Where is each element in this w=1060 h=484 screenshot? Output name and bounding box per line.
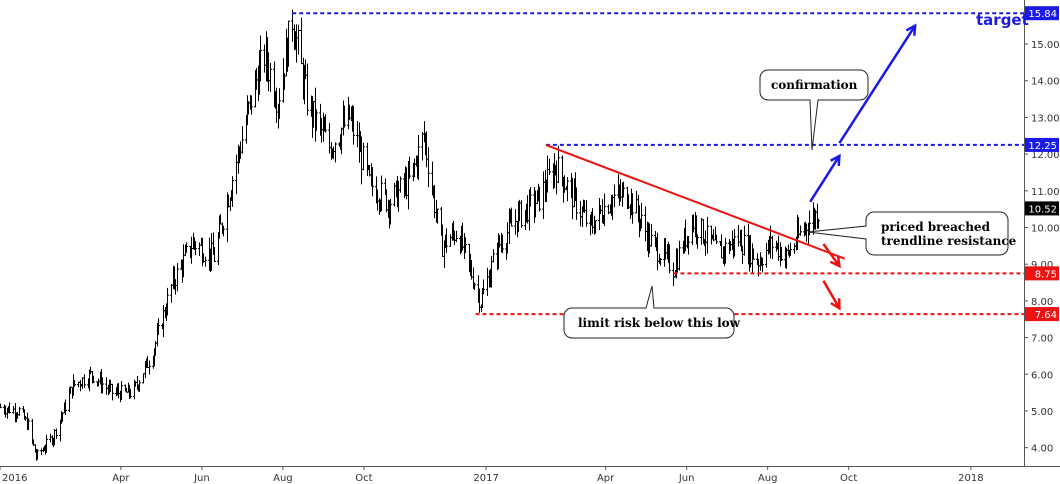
confirmation-text: confirmation	[771, 78, 858, 92]
level-label-bg	[1025, 307, 1059, 322]
level-label: 7.64	[1035, 310, 1057, 321]
x-tick-label: Apr	[597, 473, 615, 484]
annotation-lines	[292, 12, 1024, 316]
y-tick-label: 10.00	[1031, 223, 1060, 234]
x-tick-label: 2017	[473, 473, 498, 484]
y-tick-label: 9.00	[1031, 260, 1053, 271]
y-tick-label: 15.00	[1031, 40, 1060, 51]
breach-text-line1: priced breached	[881, 220, 991, 234]
y-tick-label: 5.00	[1031, 407, 1053, 418]
last-price-bg	[1025, 201, 1059, 216]
x-tick-label: Jun	[678, 473, 695, 484]
level-label-bg	[1025, 6, 1059, 21]
y-tick-label: 12.00	[1031, 150, 1060, 161]
y-axis: 4.005.006.007.008.009.0010.0011.0012.001…	[1024, 40, 1060, 455]
projection-arrow	[822, 280, 841, 309]
breach-callout: priced breached trendline resistance	[807, 211, 1017, 256]
projection-arrow	[809, 155, 841, 203]
y-tick-label: 14.00	[1031, 77, 1060, 88]
y-tick-label: 13.00	[1031, 113, 1060, 124]
confirmation-callout: confirmation	[759, 69, 869, 151]
level-label: 15.84	[1028, 9, 1057, 20]
plot-frame	[0, 0, 1060, 467]
level-label: 12.25	[1028, 141, 1057, 152]
level-label-bg	[1025, 266, 1059, 281]
last-price-label: 10.52	[1028, 204, 1057, 215]
x-tick-label: Oct	[355, 473, 372, 484]
projection-arrowhead	[905, 23, 917, 36]
level-label: 8.75	[1035, 269, 1057, 280]
projection-arrow	[822, 243, 841, 267]
x-tick-label: Oct	[840, 473, 857, 484]
x-axis: 2016 Apr Jun Aug Oct 2017 Apr Jun Aug Oct 2018	[0, 466, 984, 484]
projection-arrowhead	[829, 255, 841, 269]
y-tick-label: 11.00	[1031, 187, 1060, 198]
risk-callout: limit risk below this low	[563, 285, 741, 339]
x-tick-label: Jun	[193, 473, 210, 484]
x-tick-label: Aug	[758, 473, 778, 484]
y-tick-label: 7.00	[1031, 334, 1053, 345]
x-tick-label: 2018	[958, 473, 983, 484]
projection-arrowhead	[830, 153, 841, 167]
target-label: target	[976, 11, 1029, 29]
projection-arrow	[838, 25, 917, 144]
y-tick-label: 8.00	[1031, 297, 1053, 308]
breach-text-line2: trendline resistance	[881, 234, 1017, 248]
level-labels: 15.84 12.25 8.75 7.64 10.52	[1025, 6, 1059, 322]
risk-text: limit risk below this low	[578, 316, 741, 330]
x-tick-label: 2016	[2, 473, 27, 484]
level-label-bg	[1025, 137, 1059, 152]
x-tick-label: Aug	[273, 473, 293, 484]
y-tick-label: 4.00	[1031, 444, 1053, 455]
projection-arrowhead	[830, 298, 841, 311]
x-tick-label: Apr	[112, 473, 130, 484]
trendline	[545, 144, 846, 260]
price-bars	[0, 9, 820, 461]
y-tick-label: 6.00	[1031, 370, 1053, 381]
